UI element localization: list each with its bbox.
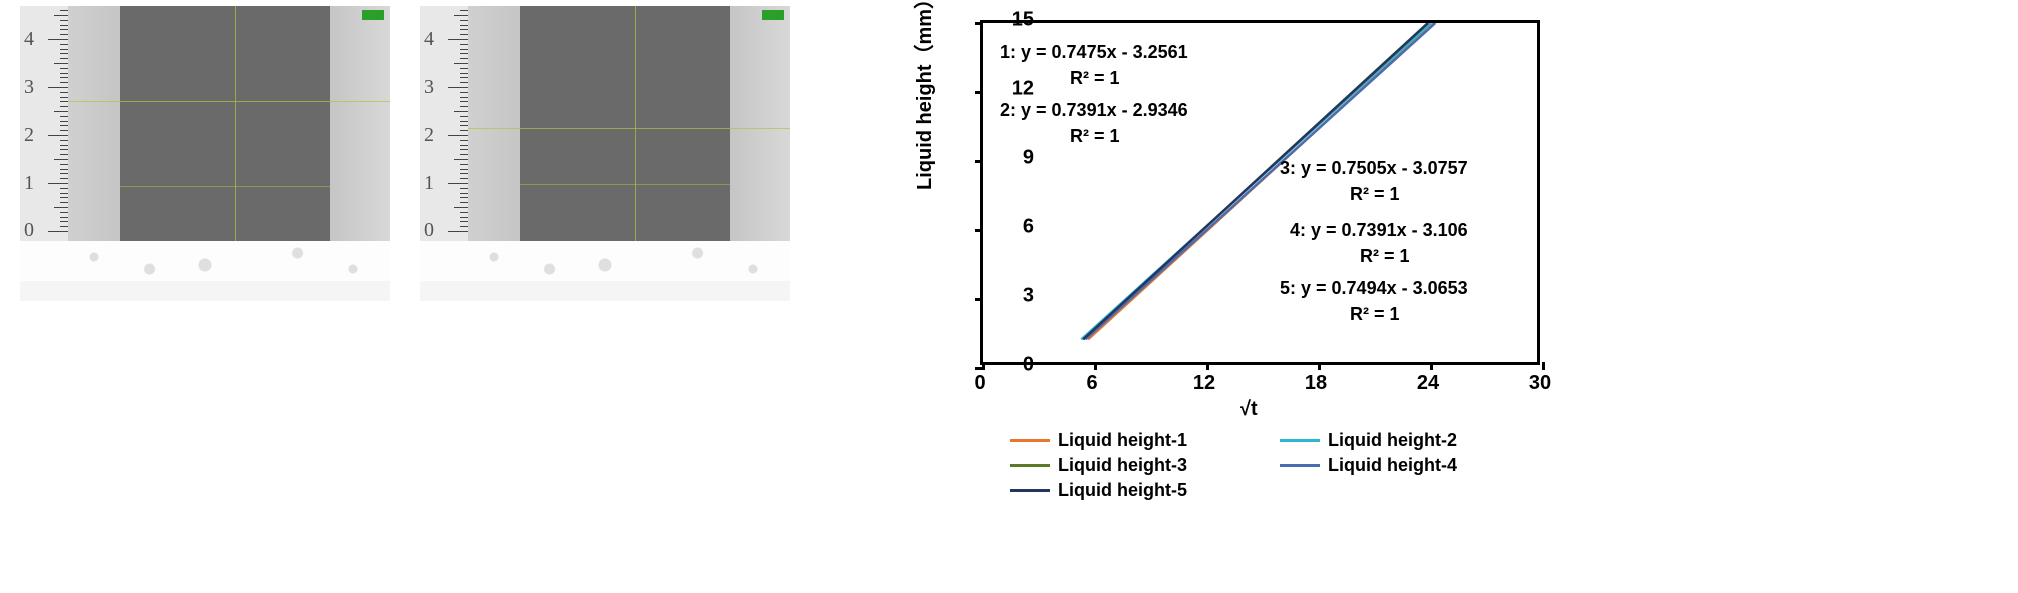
legend-swatch — [1010, 439, 1050, 442]
photo-bg-left — [68, 6, 120, 241]
y-tick-label: 15 — [1012, 9, 1034, 32]
legend-item: Liquid height-4 — [1280, 455, 1550, 476]
legend-swatch — [1010, 464, 1050, 467]
base-plate — [420, 281, 790, 301]
ruler-label: 3 — [24, 76, 34, 99]
ruler-label: 4 — [24, 28, 34, 51]
regression-equation: 1: y = 0.7475x - 3.2561 — [1000, 42, 1188, 63]
legend-swatch — [1280, 439, 1320, 442]
regression-equation: 5: y = 0.7494x - 3.0653 — [1280, 278, 1468, 299]
legend-swatch — [1280, 464, 1320, 467]
y-tick-label: 6 — [1023, 216, 1034, 239]
x-axis-title: √t — [1240, 398, 1258, 421]
ruler-label: 0 — [424, 219, 434, 242]
plot-area — [980, 20, 1540, 365]
status-badge — [362, 10, 384, 20]
x-tick-label: 6 — [1086, 372, 1097, 395]
sample-photo-2: 0 1 2 3 4 — [420, 6, 790, 301]
r-squared-label: R² = 1 — [1350, 304, 1400, 325]
y-axis-title: Liquid height（mm） — [908, 0, 937, 190]
y-tick-label: 12 — [1012, 78, 1034, 101]
y-tick-label: 0 — [1023, 354, 1034, 377]
x-tick-label: 24 — [1417, 372, 1439, 395]
legend-item: Liquid height-1 — [1010, 430, 1280, 451]
r-squared-label: R² = 1 — [1360, 246, 1410, 267]
r-squared-label: R² = 1 — [1070, 68, 1120, 89]
ruler-label: 2 — [24, 124, 34, 147]
sample-block — [120, 6, 330, 241]
x-tick-label: 12 — [1193, 372, 1215, 395]
wet-front-line — [520, 184, 730, 185]
base-plate — [20, 281, 390, 301]
capillary-rise-chart: Liquid height（mm） √t Liquid height-1Liqu… — [890, 10, 1610, 570]
photo-bg-left — [468, 6, 520, 241]
legend-label: Liquid height-4 — [1328, 455, 1457, 476]
legend-label: Liquid height-5 — [1058, 480, 1187, 501]
sample-photo-1: 0 1 2 3 4 — [20, 6, 390, 301]
regression-equation: 4: y = 0.7391x - 3.106 — [1290, 220, 1468, 241]
foam-base — [20, 241, 390, 281]
r-squared-label: R² = 1 — [1350, 184, 1400, 205]
ruler-label: 3 — [424, 76, 434, 99]
ruler-label: 1 — [24, 172, 34, 195]
photo-bg-right — [330, 6, 390, 241]
legend-item: Liquid height-3 — [1010, 455, 1280, 476]
crosshair-horizontal — [468, 128, 790, 129]
regression-equation: 2: y = 0.7391x - 2.9346 — [1000, 100, 1188, 121]
ruler-label: 2 — [424, 124, 434, 147]
x-tick-label: 18 — [1305, 372, 1327, 395]
crosshair-vertical — [635, 6, 636, 241]
legend-label: Liquid height-1 — [1058, 430, 1187, 451]
wet-front-line — [120, 186, 330, 187]
r-squared-label: R² = 1 — [1070, 126, 1120, 147]
x-tick-label: 30 — [1529, 372, 1551, 395]
crosshair-horizontal — [68, 101, 390, 102]
foam-base — [420, 241, 790, 281]
x-tick-label: 0 — [974, 372, 985, 395]
legend-swatch — [1010, 489, 1050, 492]
chart-lines — [983, 23, 1537, 362]
y-tick-label: 3 — [1023, 285, 1034, 308]
ruler-label: 0 — [24, 219, 34, 242]
legend-label: Liquid height-3 — [1058, 455, 1187, 476]
ruler-label: 4 — [424, 28, 434, 51]
status-badge — [762, 10, 784, 20]
legend-item: Liquid height-5 — [1010, 480, 1280, 501]
crosshair-vertical — [235, 6, 236, 241]
legend-item: Liquid height-2 — [1280, 430, 1550, 451]
ruler-label: 1 — [424, 172, 434, 195]
sample-block — [520, 6, 730, 241]
legend-label: Liquid height-2 — [1328, 430, 1457, 451]
chart-legend: Liquid height-1 Liquid height-2 Liquid hei… — [1010, 430, 1550, 505]
regression-equation: 3: y = 0.7505x - 3.0757 — [1280, 158, 1468, 179]
y-tick-label: 9 — [1023, 147, 1034, 170]
photo-bg-right — [730, 6, 790, 241]
